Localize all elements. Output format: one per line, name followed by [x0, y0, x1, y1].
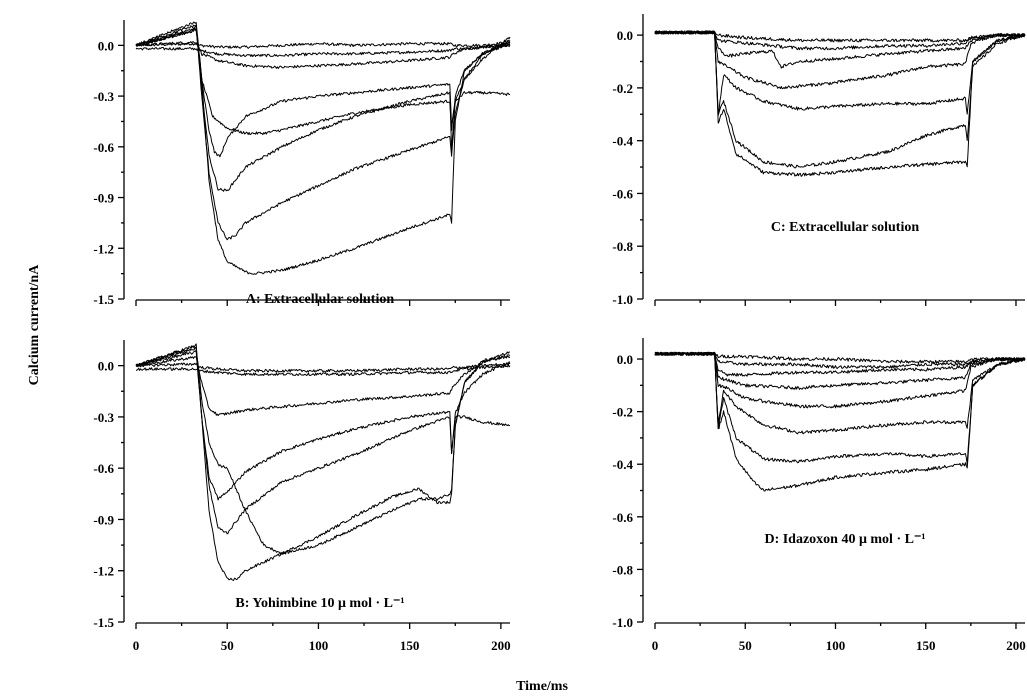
panel-a-y-tick-label: 0.0: [98, 38, 114, 53]
panel-c-trace: [654, 30, 1026, 69]
panel-b-y-tick-label: -1.5: [93, 615, 114, 630]
panel-a-y-tick-label: -1.2: [93, 241, 114, 256]
panel-b-trace: [135, 351, 511, 417]
panel-d-trace: [654, 351, 1026, 377]
panel-a-y-tick-label: -0.9: [93, 191, 114, 206]
panel-b-x-tick-label: 200: [491, 638, 511, 653]
panel-b-x-tick-label: 150: [400, 638, 420, 653]
panel-c-trace: [654, 30, 1026, 169]
panel-c-trace: [654, 30, 1026, 51]
panel-c-y-tick-label: -1.0: [612, 292, 633, 307]
panel-d-y-tick-label: -0.2: [612, 405, 633, 420]
panel-b-y-tick-label: -0.9: [93, 512, 114, 527]
panel-c-trace: [654, 30, 1026, 177]
panel-b-trace: [135, 346, 511, 535]
panel-d-y-tick-label: 0.0: [617, 352, 633, 367]
panel-d: 0.0 -0.2 -0.4 -0.6 -0.8 -1.0 0 50 100 150 200 D: Id…: [612, 338, 1026, 653]
panel-d-trace: [654, 351, 1026, 369]
panel-a-y-tick-label: -0.6: [93, 140, 114, 155]
x-axis-title: Time/ms: [516, 679, 568, 694]
panel-c-trace: [654, 30, 1026, 116]
panel-d-trace: [654, 351, 1026, 364]
y-axis-title: Calcium current/nA: [27, 264, 42, 386]
panel-b-y-tick-label: -0.3: [93, 410, 114, 425]
panel-a: 0.0 -0.3 -0.6 -0.9 -1.2 -1.5 A: Extracellular …: [93, 20, 511, 307]
panel-d-x-tick-label: 200: [1006, 638, 1026, 653]
panel-c-label: C: Extracellular solution: [771, 220, 920, 235]
panel-d-trace: [654, 351, 1026, 409]
panel-b-trace: [135, 343, 511, 581]
panel-d-label: D: Idazoxon 40 μ mol · L⁻¹: [764, 532, 925, 547]
panel-b-x-tick-label: 50: [221, 638, 234, 653]
panel-d-trace: [654, 351, 1026, 492]
panel-d-y-tick-label: -1.0: [612, 615, 633, 630]
panel-b-x-tick-label: 100: [309, 638, 329, 653]
panel-d-x-tick-label: 0: [652, 638, 659, 653]
panel-b-y-tick-label: -0.6: [93, 461, 114, 476]
panel-a-y-tick-label: -0.3: [93, 89, 114, 104]
panel-d-x-tick-label: 150: [916, 638, 936, 653]
panel-a-trace: [135, 24, 511, 241]
panel-b-label: B: Yohimbine 10 μ mol · L⁻¹: [235, 596, 404, 611]
panel-c-trace: [654, 30, 1026, 90]
panel-b-trace: [135, 346, 511, 555]
panel-b-y-tick-label: 0.0: [98, 359, 114, 374]
panel-b-x-tick-label: 0: [133, 638, 140, 653]
panel-c-trace: [654, 30, 1026, 43]
panel-c-y-tick-label: -0.6: [612, 186, 633, 201]
panel-b-y-tick-label: -1.2: [93, 564, 114, 579]
panel-b: 0.0 -0.3 -0.6 -0.9 -1.2 -1.5 0 50 100 150 200 B: Yo…: [93, 340, 511, 653]
panel-d-y-tick-label: -0.6: [612, 510, 633, 525]
panel-d-trace: [654, 351, 1026, 390]
panel-c: 0.0 -0.2 -0.4 -0.6 -0.8 -1.0 C: Extracellular …: [612, 14, 1026, 307]
panel-d-x-tick-label: 50: [739, 638, 752, 653]
panel-a-trace: [135, 21, 511, 275]
panel-d-y-tick-label: -0.4: [612, 457, 633, 472]
panel-c-y-tick-label: -0.8: [612, 239, 633, 254]
panel-c-y-tick-label: -0.4: [612, 134, 633, 149]
panel-a-y-tick-label: -1.5: [93, 292, 114, 307]
panel-d-x-tick-label: 100: [826, 638, 846, 653]
panel-d-y-tick-label: -0.8: [612, 562, 633, 577]
panel-a-label: A: Extracellular solution: [246, 292, 395, 307]
panel-c-y-tick-label: -0.2: [612, 81, 633, 96]
panel-c-y-tick-label: 0.0: [617, 28, 633, 43]
